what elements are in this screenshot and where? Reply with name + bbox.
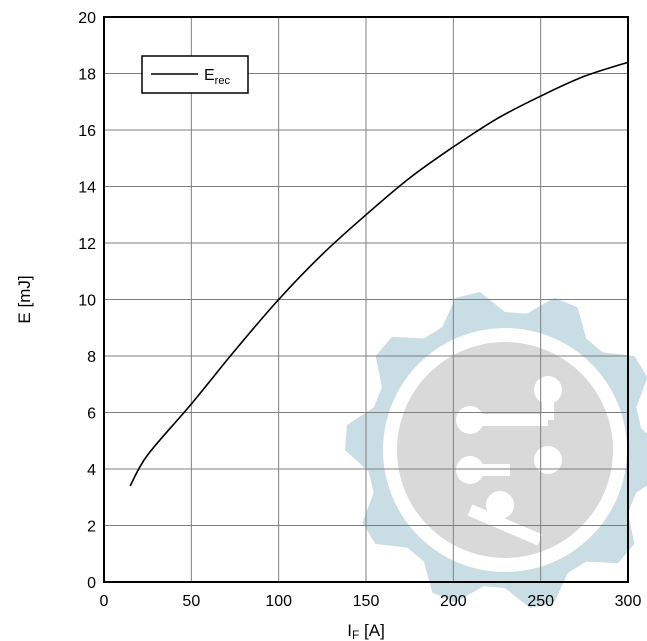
legend: Erec: [141, 55, 249, 94]
series-line-erec: [129, 61, 629, 487]
watermark-node: [534, 446, 562, 474]
x-tick-label: 0: [100, 593, 109, 610]
watermark-node: [456, 456, 484, 484]
y-tick-label: 0: [87, 575, 96, 592]
grid-lines: [103, 16, 629, 583]
x-tick-label: 150: [353, 593, 380, 610]
x-tick-label: 250: [527, 593, 554, 610]
x-axis-title: IF [A]: [347, 621, 385, 641]
x-tick-label: 50: [182, 593, 200, 610]
y-tick-labels: 0 2 4 6 8 10 12 14 16 18 20: [78, 10, 96, 592]
y-tick-label: 8: [87, 349, 96, 366]
watermark-node: [456, 406, 484, 434]
legend-label-sub: rec: [215, 75, 231, 87]
legend-label: Erec: [204, 67, 230, 87]
legend-label-main: E: [204, 67, 215, 84]
x-tick-label: 300: [615, 593, 642, 610]
plot-frame: [103, 16, 629, 583]
y-tick-label: 4: [87, 462, 96, 479]
watermark-logo: [345, 292, 647, 608]
watermark-node: [534, 376, 562, 404]
x-axis-title-sub: F: [352, 628, 359, 641]
y-tick-label: 12: [78, 236, 96, 253]
y-tick-label: 16: [78, 123, 96, 140]
y-tick-label: 14: [78, 180, 96, 197]
y-tick-label: 2: [87, 519, 96, 536]
x-tick-labels: 0 50 100 150 200 250 300: [100, 593, 642, 610]
y-tick-label: 18: [78, 67, 96, 84]
watermark-node: [486, 491, 514, 519]
y-tick-label: 20: [78, 10, 96, 27]
x-tick-label: 200: [440, 593, 467, 610]
x-tick-label: 100: [265, 593, 292, 610]
x-axis-title-unit: [A]: [359, 621, 385, 640]
x-axis-title-main: I: [347, 621, 352, 640]
y-tick-label: 10: [78, 293, 96, 310]
y-axis-title: E [mJ]: [15, 275, 34, 323]
y-tick-label: 6: [87, 406, 96, 423]
